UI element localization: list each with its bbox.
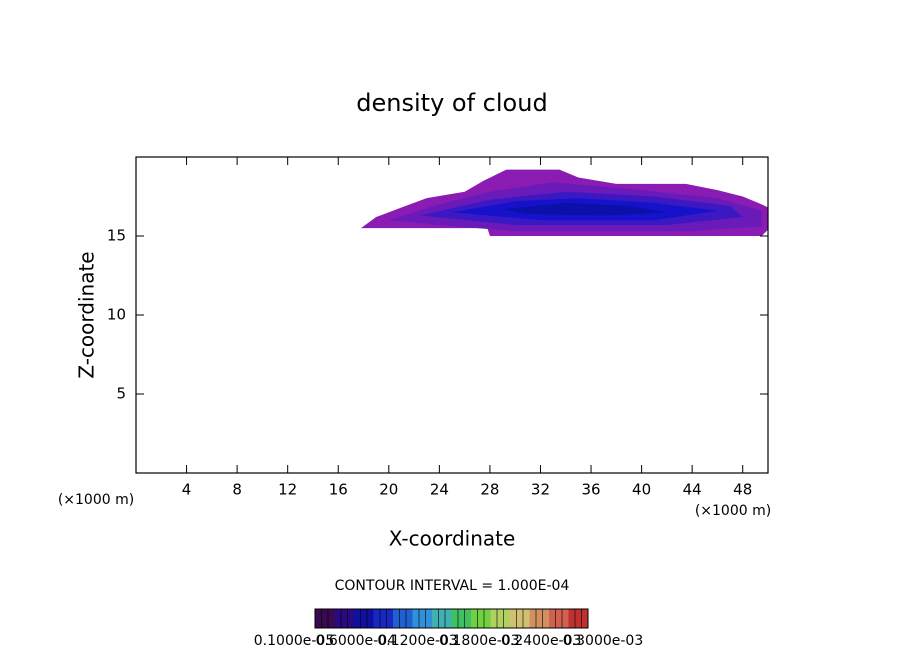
colorbar-cell — [568, 609, 588, 628]
contour-region — [502, 202, 667, 216]
x-tick-label: 24 — [430, 481, 449, 499]
colorbar-label: 0.1000e-05 — [254, 633, 334, 649]
colorbar-cell — [334, 609, 354, 628]
x-tick-label: 40 — [632, 481, 651, 499]
x-tick-label: 36 — [581, 481, 600, 499]
x-tick-label: 32 — [531, 481, 550, 499]
x-tick-label: 16 — [329, 481, 348, 499]
x-tick-label: 20 — [379, 481, 398, 499]
colorbar-label: 0.2400e-03 — [501, 633, 581, 649]
colorbar-cell — [451, 609, 471, 628]
y-tick-label: 15 — [107, 227, 126, 245]
x-tick-label: 44 — [683, 481, 702, 499]
colorbar-cell — [529, 609, 549, 628]
x-axis-label: X-coordinate — [389, 527, 516, 551]
x-unit: (×1000 m) — [695, 503, 771, 519]
colorbar-label: 0.1800e-03 — [439, 633, 519, 649]
y-axis-label: Z-coordinate — [75, 251, 99, 378]
colorbar-frame — [314, 608, 589, 629]
colorbar-cell — [393, 609, 413, 628]
colorbar-cell — [471, 609, 491, 628]
chart-title: density of cloud — [356, 89, 547, 117]
x-tick-label: 8 — [232, 481, 242, 499]
colorbar-cell — [490, 609, 510, 628]
colorbar-cell — [432, 609, 452, 628]
colorbar-cell — [373, 609, 393, 628]
y-tick-label: 5 — [116, 385, 126, 403]
colorbar-label: 0.3000e-03 — [563, 633, 643, 649]
x-tick-label: 12 — [278, 481, 297, 499]
colorbar-cell — [354, 609, 374, 628]
x-unit: (×1000 m) — [58, 492, 134, 508]
colorbar-cell — [315, 609, 335, 628]
colorbar-cell — [412, 609, 432, 628]
colorbar-cell — [510, 609, 530, 628]
colorbar-cell — [549, 609, 569, 628]
x-tick-label: 28 — [480, 481, 499, 499]
colorbar-label: 0.1200e-03 — [377, 633, 457, 649]
x-tick-label: 48 — [733, 481, 752, 499]
contour-interval: CONTOUR INTERVAL = 1.000E-04 — [335, 578, 570, 594]
colorbar-label: 0.6000e-04 — [316, 633, 397, 649]
y-tick-label: 10 — [107, 306, 126, 324]
x-tick-label: 4 — [182, 481, 192, 499]
